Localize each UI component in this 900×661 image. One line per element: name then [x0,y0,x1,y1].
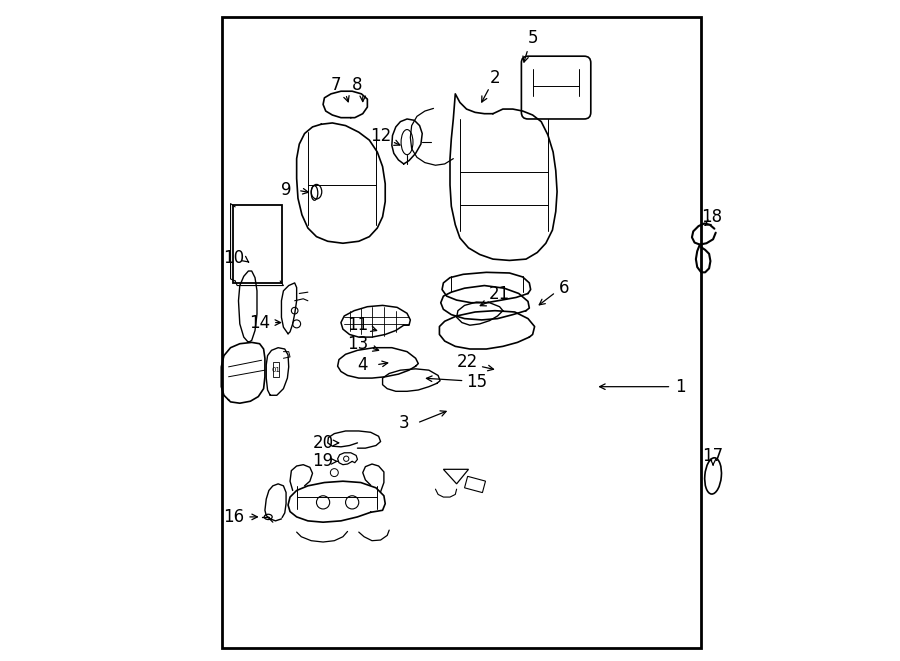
Bar [464,477,485,492]
Text: 10: 10 [222,249,244,267]
Text: 16: 16 [222,508,244,526]
Text: 11: 11 [346,316,368,334]
Text: 9: 9 [281,181,292,200]
Text: 15: 15 [466,373,487,391]
Bar [273,362,280,377]
Text: 3: 3 [399,414,409,432]
Text: 2: 2 [490,69,500,87]
Text: 1: 1 [675,377,685,396]
Text: 12: 12 [370,126,392,145]
Text: 20: 20 [312,434,334,452]
Bar [222,17,701,648]
Text: 4: 4 [357,356,368,374]
Text: 5: 5 [527,29,538,48]
Text: 13: 13 [346,334,368,353]
Text: 19: 19 [312,452,334,471]
Text: 6: 6 [558,278,569,297]
Text: 14: 14 [249,313,270,332]
Text: 17: 17 [703,447,724,465]
Text: 18: 18 [701,208,723,226]
Text: 21: 21 [489,285,510,303]
Text: 7: 7 [331,75,342,94]
Text: 8: 8 [352,75,363,94]
Text: 01: 01 [272,367,281,373]
Text: 22: 22 [457,353,479,371]
